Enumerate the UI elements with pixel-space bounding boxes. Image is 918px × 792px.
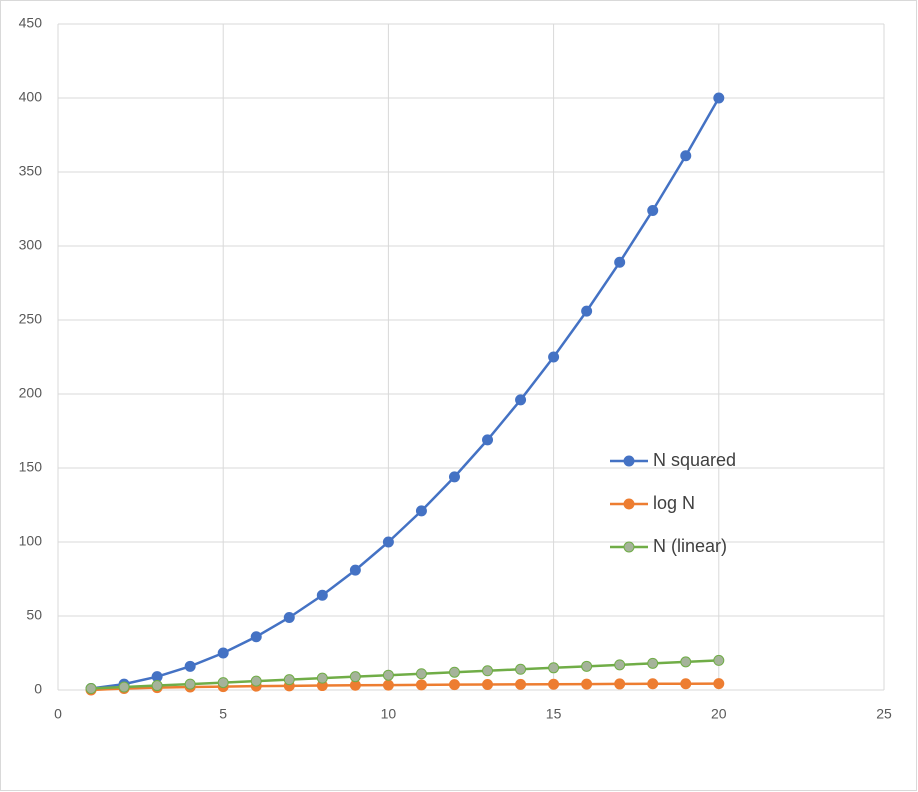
y-tick-label: 100 — [19, 533, 43, 549]
data-point — [548, 351, 560, 363]
data-point — [614, 678, 626, 690]
x-tick-label: 10 — [381, 706, 397, 722]
x-tick-label: 15 — [546, 706, 562, 722]
data-point — [217, 677, 229, 689]
legend-marker — [623, 541, 635, 553]
legend-label: N (linear) — [653, 536, 727, 556]
y-tick-label: 350 — [19, 163, 43, 179]
legend-marker — [623, 455, 635, 467]
data-point — [415, 668, 427, 680]
data-point — [217, 647, 229, 659]
data-point — [316, 672, 328, 684]
data-point — [118, 681, 130, 693]
data-point — [482, 665, 494, 677]
data-point — [349, 671, 361, 683]
legend-label: N squared — [653, 450, 736, 470]
data-point — [482, 679, 494, 691]
data-point — [680, 656, 692, 668]
data-point — [548, 678, 560, 690]
data-point — [680, 678, 692, 690]
series-line — [90, 659, 719, 690]
data-point — [515, 394, 527, 406]
data-point — [448, 666, 460, 678]
data-point — [647, 657, 659, 669]
data-point — [151, 680, 163, 692]
data-point — [184, 660, 196, 672]
data-point — [581, 660, 593, 672]
y-tick-label: 400 — [19, 89, 43, 105]
y-tick-label: 250 — [19, 311, 43, 327]
x-tick-label: 5 — [219, 706, 227, 722]
data-point — [548, 662, 560, 674]
series-line — [90, 97, 720, 690]
y-tick-label: 450 — [19, 15, 43, 31]
data-point — [647, 678, 659, 690]
legend-label: log N — [653, 493, 695, 513]
data-point — [680, 150, 692, 162]
data-point — [515, 663, 527, 675]
data-point — [448, 679, 460, 691]
data-point — [713, 92, 725, 104]
data-point — [184, 678, 196, 690]
legend-marker — [623, 498, 635, 510]
y-tick-label: 0 — [34, 681, 42, 697]
data-point — [382, 536, 394, 548]
data-point — [415, 505, 427, 517]
data-point — [614, 659, 626, 671]
data-point — [316, 589, 328, 601]
data-point — [283, 611, 295, 623]
data-point — [382, 669, 394, 681]
data-point — [581, 305, 593, 317]
data-point — [614, 256, 626, 268]
data-point — [382, 679, 394, 691]
data-point — [349, 564, 361, 576]
y-tick-label: 300 — [19, 237, 43, 253]
data-point — [250, 675, 262, 687]
data-point — [713, 678, 725, 690]
y-tick-label: 200 — [19, 385, 43, 401]
data-point — [448, 471, 460, 483]
x-tick-label: 20 — [711, 706, 727, 722]
data-point — [515, 678, 527, 690]
data-point — [415, 679, 427, 691]
y-tick-label: 50 — [26, 607, 42, 623]
data-point — [581, 678, 593, 690]
x-tick-label: 0 — [54, 706, 62, 722]
data-point — [482, 434, 494, 446]
y-tick-label: 150 — [19, 459, 43, 475]
data-point — [85, 683, 97, 695]
data-point — [713, 654, 725, 666]
data-point — [250, 631, 262, 643]
data-point — [283, 674, 295, 686]
series-line — [90, 682, 719, 692]
x-tick-label: 25 — [876, 706, 892, 722]
data-point — [647, 204, 659, 216]
